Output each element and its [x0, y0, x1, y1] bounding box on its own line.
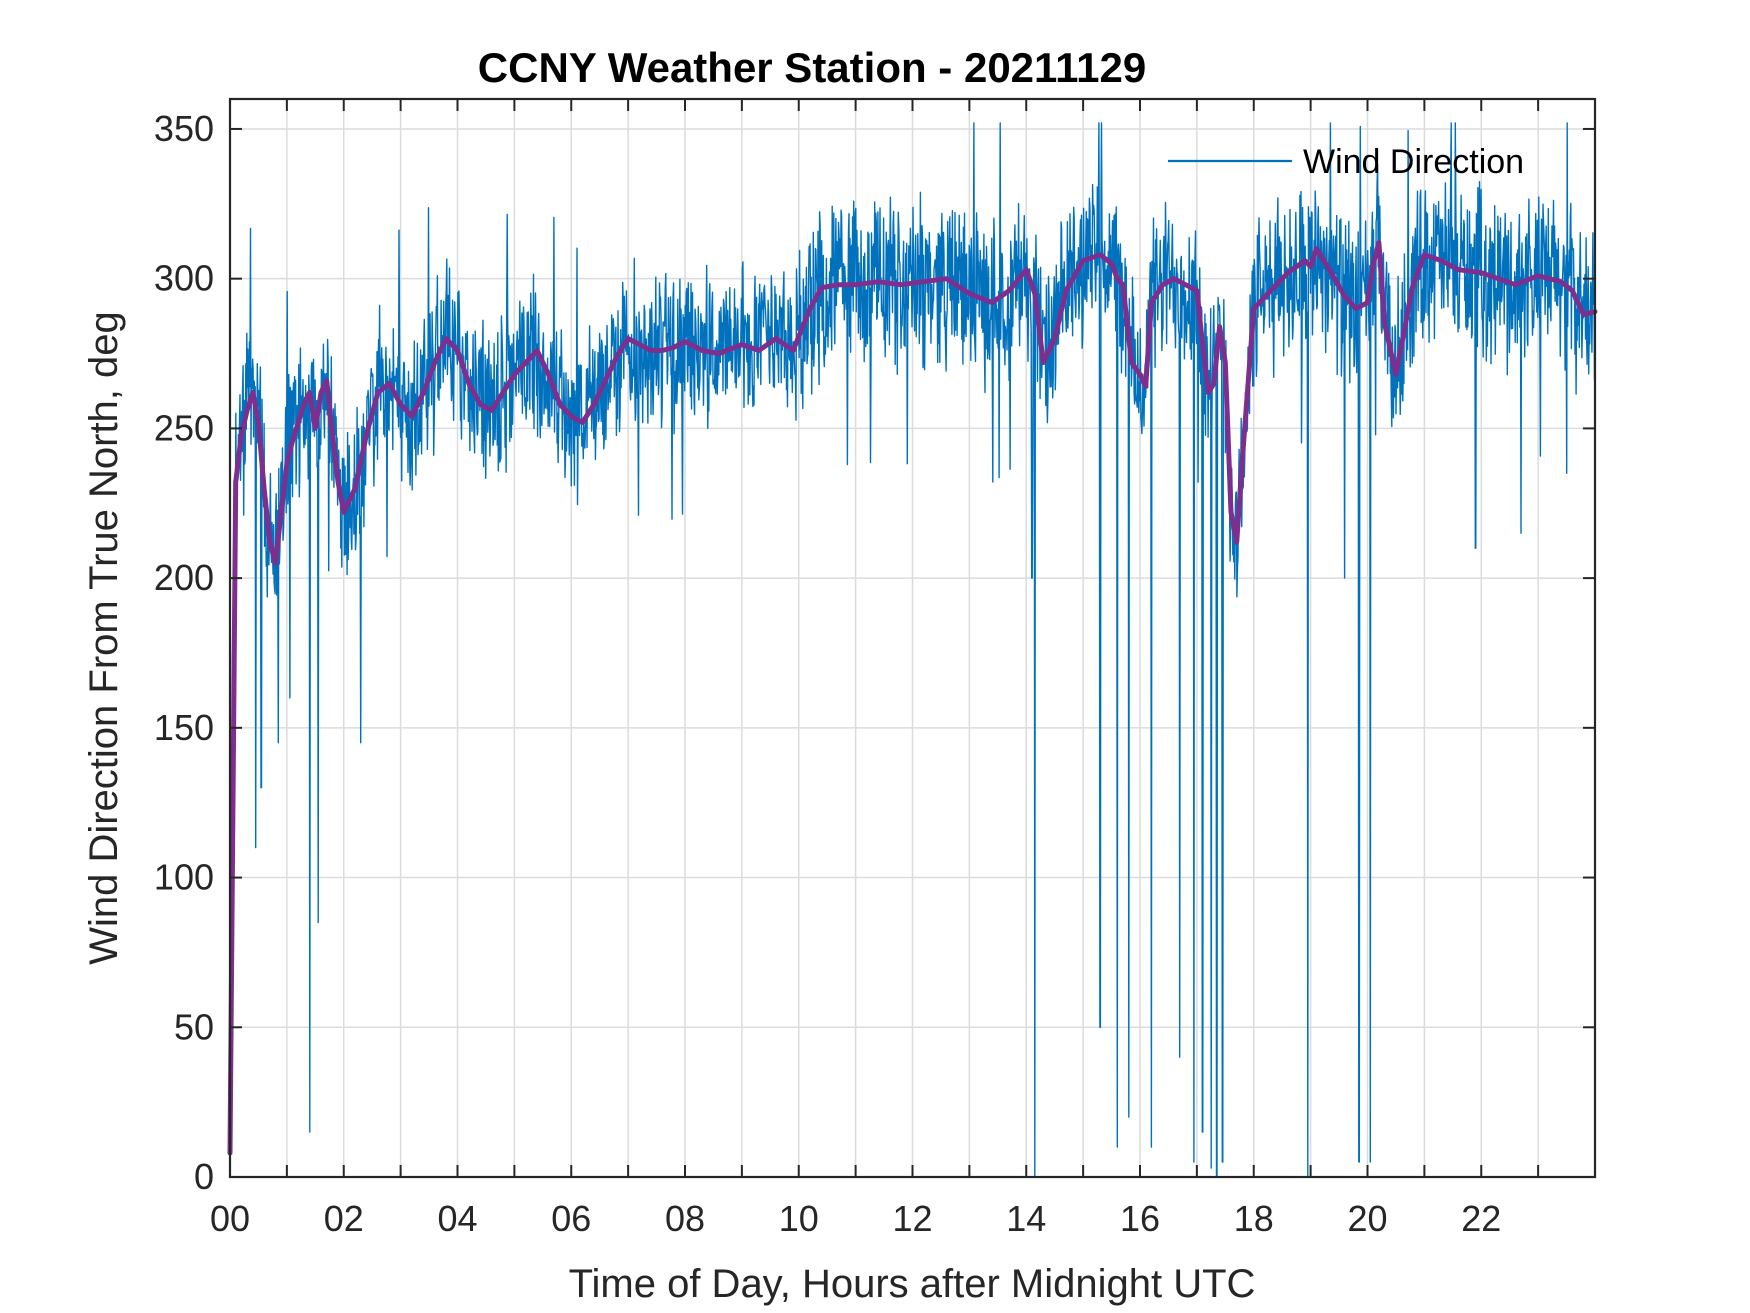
x-tick-label: 14 — [1006, 1198, 1046, 1239]
plot-area — [227, 122, 1598, 1178]
y-tick-label: 150 — [154, 707, 214, 748]
x-tick-label: 18 — [1234, 1198, 1274, 1239]
x-tick-label: 06 — [551, 1198, 591, 1239]
legend: Wind Direction — [1168, 143, 1524, 181]
y-tick-label: 200 — [154, 557, 214, 598]
x-tick-label: 16 — [1120, 1198, 1160, 1239]
x-tick-label: 20 — [1347, 1198, 1387, 1239]
y-tick-label: 0 — [194, 1156, 214, 1197]
x-tick-label: 22 — [1461, 1198, 1501, 1239]
y-tick-label: 50 — [174, 1006, 214, 1047]
y-axis-label: Wind Direction From True North, deg — [82, 311, 126, 965]
series-line-smoothed-wind-direction — [227, 240, 1598, 1156]
x-tick-label: 12 — [892, 1198, 932, 1239]
x-tick-label: 00 — [210, 1198, 250, 1239]
series-line-wind-direction — [229, 122, 1596, 1178]
y-tick-label: 100 — [154, 857, 214, 898]
x-tick-label: 02 — [324, 1198, 364, 1239]
y-tick-label: 250 — [154, 407, 214, 448]
x-tick-label: 04 — [437, 1198, 477, 1239]
legend-label-wind-direction: Wind Direction — [1303, 143, 1524, 181]
chart-title: CCNY Weather Station - 20211129 — [478, 44, 1146, 91]
x-tick-label: 08 — [665, 1198, 705, 1239]
y-tick-label: 300 — [154, 258, 214, 299]
x-axis-label: Time of Day, Hours after Midnight UTC — [569, 1262, 1256, 1306]
x-tick-label: 10 — [779, 1198, 819, 1239]
y-tick-label: 350 — [154, 108, 214, 149]
axis-ticks: 00 02 04 06 08 10 12 14 16 18 20 22 0 50 100 150 200 250 3… — [154, 99, 1596, 1239]
